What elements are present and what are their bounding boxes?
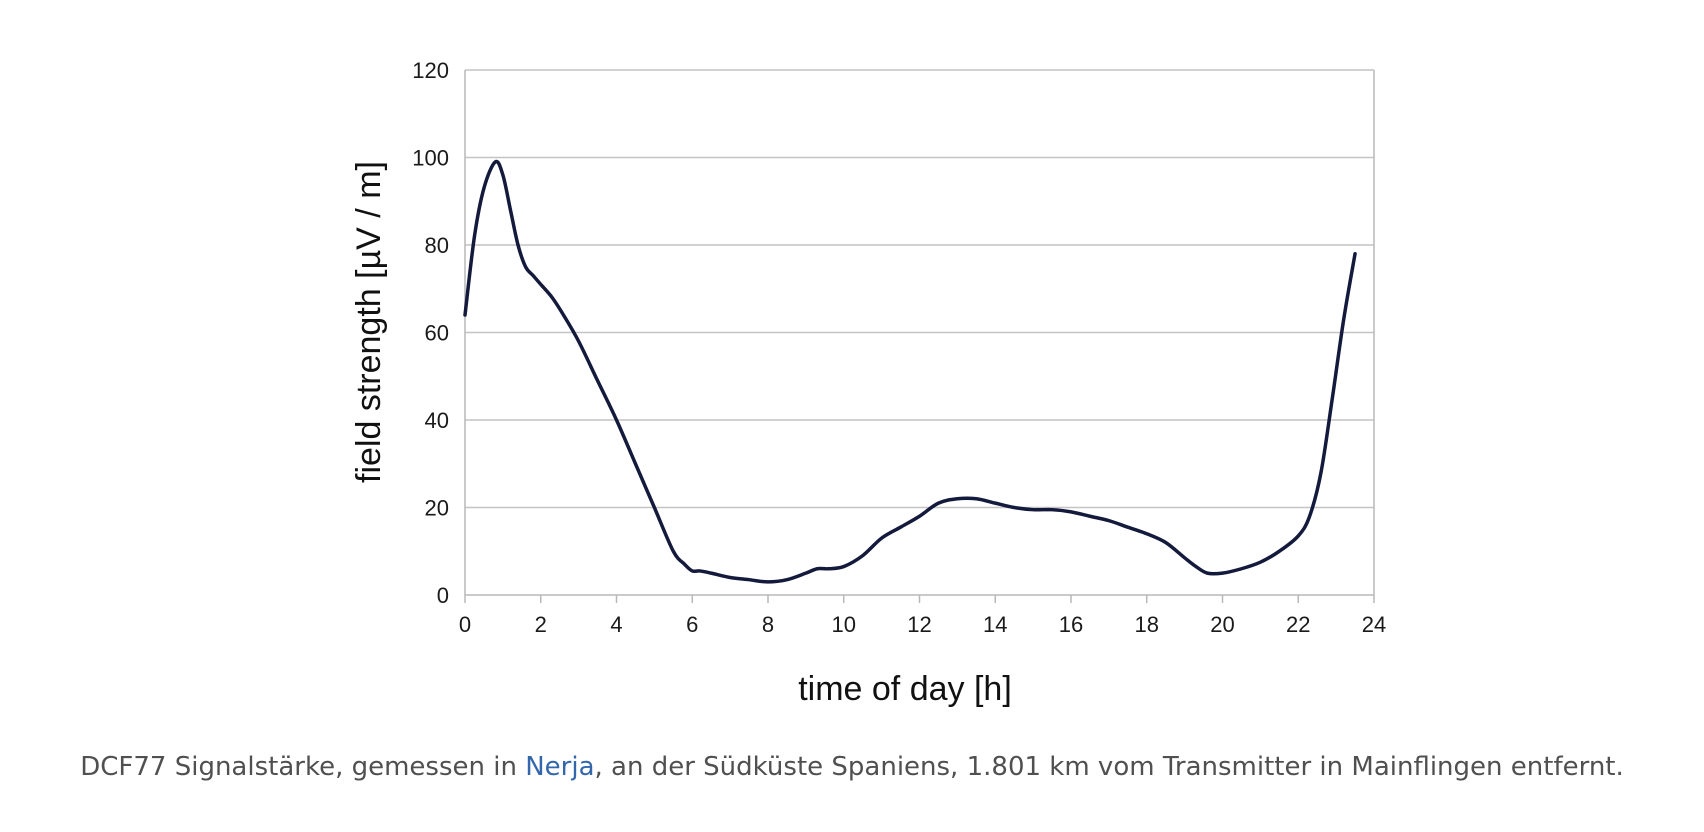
y-axis-title: field strength [µV / m]	[350, 161, 388, 483]
x-tick-label-4: 4	[610, 612, 622, 637]
y-tick-label-0: 0	[437, 583, 449, 608]
series-layer	[463, 159, 1357, 584]
x-tick-label-20: 20	[1210, 612, 1234, 637]
y-tick-label-80: 80	[425, 233, 449, 258]
x-tick-label-0: 0	[459, 612, 471, 637]
x-tick-label-14: 14	[983, 612, 1007, 637]
caption-link-nerja[interactable]: Nerja	[525, 752, 595, 782]
y-tick-label-60: 60	[425, 321, 449, 346]
x-tick-label-2: 2	[535, 612, 547, 637]
x-tick-label-16: 16	[1059, 612, 1083, 637]
x-tick-label-8: 8	[762, 612, 774, 637]
y-tick-label-20: 20	[425, 496, 449, 521]
y-tick-label-40: 40	[425, 408, 449, 433]
y-tick-label-100: 100	[412, 146, 449, 171]
x-tick-label-10: 10	[832, 612, 856, 637]
figure-caption: DCF77 Signalstärke, gemessen in Nerja, a…	[0, 752, 1704, 782]
series-line-0	[463, 159, 1357, 584]
x-axis-title: time of day [h]	[798, 670, 1012, 708]
caption-text-before-link: DCF77 Signalstärke, gemessen in	[80, 752, 526, 782]
x-tick-label-18: 18	[1135, 612, 1159, 637]
x-tick-label-24: 24	[1362, 612, 1386, 637]
caption-text-after-link: , an der Südküste Spaniens, 1.801 km vom…	[594, 752, 1624, 782]
x-tick-label-6: 6	[686, 612, 698, 637]
y-tick-label-120: 120	[412, 58, 449, 83]
x-tick-label-12: 12	[907, 612, 931, 637]
x-tick-label-22: 22	[1286, 612, 1310, 637]
axis-layer	[464, 70, 1375, 603]
grid-layer	[465, 69, 1374, 509]
